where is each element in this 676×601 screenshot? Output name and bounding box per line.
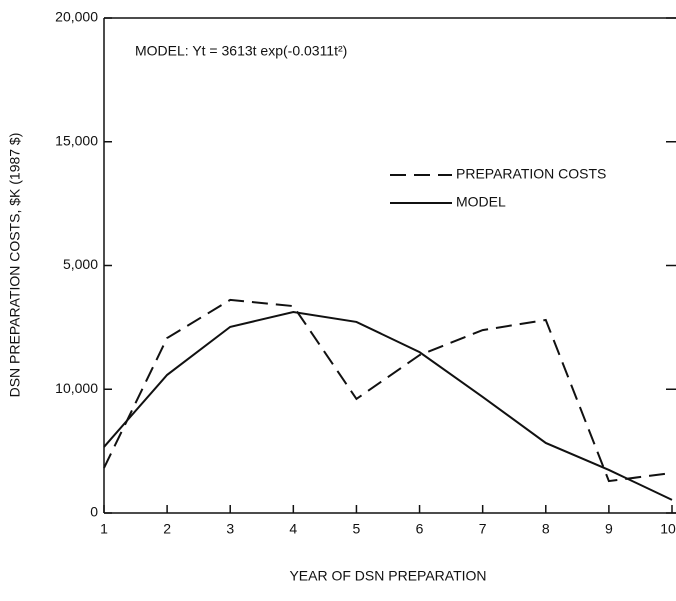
legend-label: PREPARATION COSTS: [456, 166, 606, 182]
y-tick-label: 10,000: [55, 380, 98, 396]
x-tick-label: 1: [100, 521, 108, 537]
x-tick-label: 10: [660, 521, 676, 537]
series-line: [103, 298, 673, 483]
y-tick-label: 0: [90, 504, 98, 520]
x-tick-label: 2: [163, 521, 171, 537]
x-axis-title: YEAR OF DSN PREPARATION: [289, 568, 486, 584]
y-axis-title: DSN PREPARATION COSTS, $K (1987 $): [7, 133, 23, 398]
x-tick-label: 3: [226, 521, 234, 537]
x-tick-label: 7: [479, 521, 487, 537]
x-tick-label: 6: [416, 521, 424, 537]
legend-label: MODEL: [456, 194, 506, 210]
annotation: MODEL: Yt = 3613t exp(-0.0311t²): [135, 43, 347, 59]
x-tick-label: 5: [353, 521, 361, 537]
x-tick-label: 8: [542, 521, 550, 537]
y-tick-label: 15,000: [55, 132, 98, 148]
x-tick-label: 4: [289, 521, 297, 537]
y-tick-label: 5,000: [63, 256, 98, 272]
y-tick-label: 20,000: [55, 9, 98, 25]
x-tick-label: 9: [605, 521, 613, 537]
series-line: [103, 311, 673, 501]
